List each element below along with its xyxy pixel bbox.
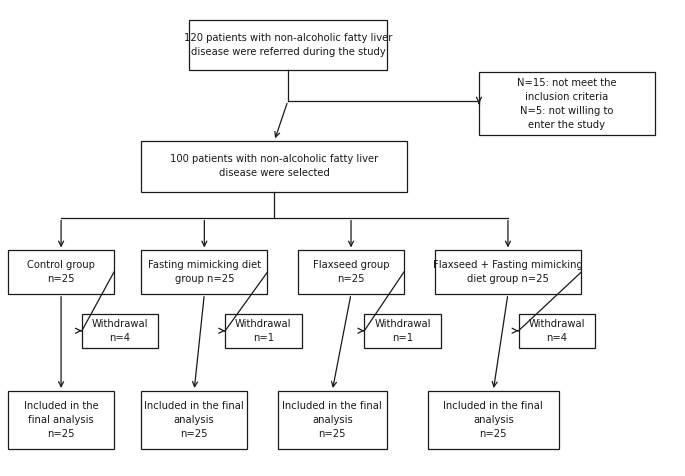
Text: 120 patients with non-alcoholic fatty liver
disease were referred during the stu: 120 patients with non-alcoholic fatty li… bbox=[184, 33, 392, 57]
FancyBboxPatch shape bbox=[141, 391, 247, 448]
FancyBboxPatch shape bbox=[141, 141, 408, 192]
FancyBboxPatch shape bbox=[298, 250, 404, 294]
FancyBboxPatch shape bbox=[277, 391, 387, 448]
Text: Fasting mimicking diet
group n=25: Fasting mimicking diet group n=25 bbox=[148, 260, 261, 284]
FancyBboxPatch shape bbox=[519, 314, 595, 348]
Text: Control group
n=25: Control group n=25 bbox=[27, 260, 95, 284]
FancyBboxPatch shape bbox=[189, 20, 387, 70]
Text: Withdrawal
n=1: Withdrawal n=1 bbox=[235, 319, 292, 343]
FancyBboxPatch shape bbox=[8, 391, 114, 448]
Text: Flaxseed + Fasting mimicking
diet group n=25: Flaxseed + Fasting mimicking diet group … bbox=[433, 260, 583, 284]
Text: Included in the final
analysis
n=25: Included in the final analysis n=25 bbox=[145, 401, 244, 439]
FancyBboxPatch shape bbox=[364, 314, 440, 348]
Text: Included in the final
analysis
n=25: Included in the final analysis n=25 bbox=[282, 401, 382, 439]
Text: Withdrawal
n=1: Withdrawal n=1 bbox=[374, 319, 431, 343]
FancyBboxPatch shape bbox=[225, 314, 301, 348]
FancyBboxPatch shape bbox=[8, 250, 114, 294]
Text: Included in the
final analysis
n=25: Included in the final analysis n=25 bbox=[24, 401, 99, 439]
FancyBboxPatch shape bbox=[141, 250, 267, 294]
Text: N=15: not meet the
inclusion criteria
N=5: not willing to
enter the study: N=15: not meet the inclusion criteria N=… bbox=[517, 78, 616, 129]
FancyBboxPatch shape bbox=[427, 391, 559, 448]
FancyBboxPatch shape bbox=[479, 72, 655, 135]
FancyBboxPatch shape bbox=[434, 250, 582, 294]
Text: Withdrawal
n=4: Withdrawal n=4 bbox=[92, 319, 149, 343]
FancyBboxPatch shape bbox=[82, 314, 158, 348]
Text: Included in the final
analysis
n=25: Included in the final analysis n=25 bbox=[443, 401, 543, 439]
Text: Withdrawal
n=4: Withdrawal n=4 bbox=[528, 319, 585, 343]
Text: Flaxseed group
n=25: Flaxseed group n=25 bbox=[313, 260, 389, 284]
Text: 100 patients with non-alcoholic fatty liver
disease were selected: 100 patients with non-alcoholic fatty li… bbox=[170, 154, 378, 178]
